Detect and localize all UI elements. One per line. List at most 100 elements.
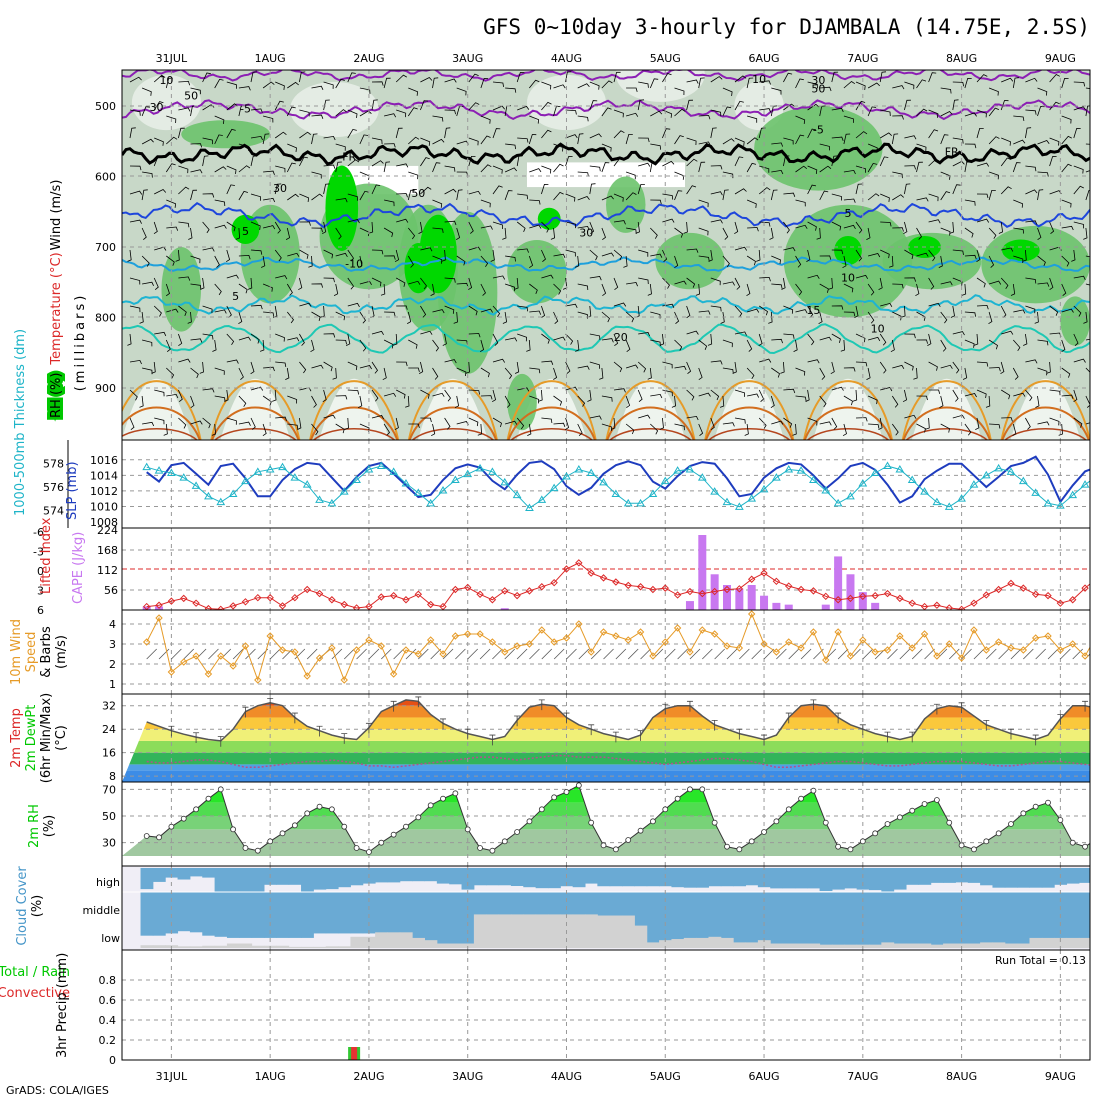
wind-barb — [928, 72, 937, 83]
wind-barb — [890, 339, 895, 353]
wind-barb — [928, 193, 939, 202]
wind-barb — [214, 283, 222, 296]
wind-barb — [166, 255, 175, 266]
rh-marker — [773, 818, 780, 825]
wind-barb — [904, 414, 917, 419]
wind-barb — [807, 81, 818, 89]
cloud-high-bar — [350, 868, 364, 886]
wind-barb — [613, 388, 626, 393]
rh-marker — [612, 846, 619, 853]
wind-barb — [502, 227, 507, 240]
wind-barb — [734, 305, 743, 318]
precip-tick-label: 0.8 — [99, 974, 117, 987]
bottom-date-label: 7AUG — [847, 1070, 878, 1083]
pressure-tick-label: 800 — [95, 312, 116, 325]
wind-barb — [453, 311, 458, 324]
wind-barb-10m — [269, 648, 281, 660]
cloud-high-bar — [720, 868, 734, 887]
wind-tick-label: 4 — [109, 618, 116, 631]
wind-barb — [190, 367, 199, 379]
contour-label: 5 — [242, 225, 249, 238]
wind-barb-10m — [245, 648, 256, 660]
wind-barb-10m — [331, 648, 343, 660]
wind-barb — [432, 339, 439, 352]
cloud-low-bar — [547, 914, 561, 948]
wind-barb — [637, 361, 647, 373]
cloud-low-bar — [177, 946, 191, 948]
cape-bar — [784, 604, 793, 610]
wind-barb — [129, 127, 136, 139]
wind-barb — [734, 331, 747, 336]
wind-barb — [1085, 105, 1090, 117]
wind-tick-label: 3 — [109, 638, 116, 651]
wind-barb — [332, 367, 337, 380]
wind-barb-10m — [146, 648, 157, 660]
wind-barb — [359, 190, 369, 201]
wind-barb — [916, 423, 926, 433]
cape-lifted-panel — [122, 528, 1090, 610]
minmax-bar — [1032, 734, 1039, 746]
wind-barb — [1061, 283, 1067, 297]
cloud-high-bar — [338, 868, 351, 888]
wind-barb — [880, 302, 893, 308]
wind-barb — [843, 395, 853, 406]
cloud-high-bar — [226, 868, 240, 892]
ylabel-rh: RH (%) — [49, 373, 64, 418]
wind-barb — [589, 276, 602, 281]
wind-barb — [287, 423, 299, 430]
minmax-bar — [933, 703, 940, 715]
wind-barb — [952, 81, 965, 87]
cloud-middle-bar — [288, 892, 302, 938]
ylabel-line: 2m DewPt — [24, 705, 39, 772]
ylabel-cape: CAPE (J/kg) — [71, 532, 86, 604]
wind-barb — [783, 72, 793, 83]
wind-barb — [1000, 100, 1009, 111]
wind-barb — [769, 227, 774, 240]
rh-marker — [699, 786, 706, 793]
wind-barb — [311, 171, 322, 179]
minmax-bar — [958, 702, 965, 714]
cloud-high-bar — [745, 868, 759, 886]
wind-barb — [163, 423, 168, 436]
wind-barb — [976, 218, 990, 223]
wind-barb — [795, 115, 806, 124]
lifted-index-marker — [352, 604, 361, 610]
cloud-low-bar — [214, 945, 228, 948]
ylabel-line: 10m Wind — [9, 619, 24, 685]
thickness-marker — [1031, 488, 1041, 496]
rh-dry-tongue — [1010, 378, 1081, 440]
wind-barb — [635, 221, 640, 234]
cloud-level-label: low — [101, 932, 120, 945]
rh-marker — [835, 843, 842, 850]
precip-tick-label: 0.4 — [99, 1014, 117, 1027]
wind-barb — [178, 417, 187, 429]
temp2m-panel — [122, 694, 1090, 782]
wind-barb — [795, 283, 803, 296]
wind-barb — [299, 333, 305, 346]
lifted-index-marker — [451, 585, 460, 594]
wind-barb — [347, 109, 358, 118]
wind-barb — [698, 77, 705, 89]
rh-marker — [501, 838, 508, 845]
wind-barb — [1025, 277, 1037, 284]
rh-high-region — [404, 243, 433, 294]
rh-low-region — [289, 81, 379, 138]
wind-barb — [226, 165, 237, 174]
wind-barb — [275, 165, 286, 173]
lifted-index-marker — [636, 583, 645, 591]
wind-barb — [625, 134, 633, 145]
wind-barb — [710, 76, 723, 83]
rh-marker — [551, 794, 558, 801]
wind-barb — [420, 417, 432, 423]
wind-barb-10m — [467, 648, 478, 660]
wind-barb — [371, 361, 379, 374]
wind-barb — [819, 143, 830, 151]
bottom-date-labels: 31JUL 1AUG 2AUG 3AUG 4AUG 5AUG 6AUG 7AUG 8AUG 9AU… — [156, 1070, 1076, 1083]
wind-barb — [384, 143, 396, 148]
thickness-marker — [500, 477, 510, 486]
wind-barb — [1073, 333, 1079, 347]
wind-barb — [202, 155, 209, 167]
wind-barb — [662, 193, 674, 200]
wind-barb — [250, 249, 263, 255]
wind-barb — [1085, 190, 1090, 201]
